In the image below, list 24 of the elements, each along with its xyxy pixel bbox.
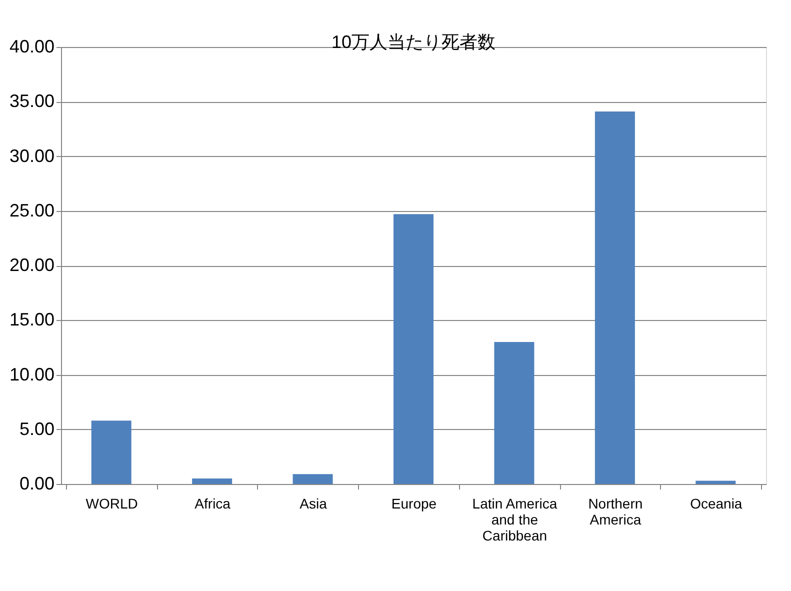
x-tick-label: Oceania (690, 496, 742, 512)
y-tick-label: 20.00 (9, 255, 54, 275)
bar (594, 111, 635, 484)
y-tick-label: 35.00 (9, 91, 54, 112)
chart-title: 10万人当たり死者数 (331, 32, 496, 52)
bar (494, 342, 534, 484)
y-tick-label: 15.00 (9, 310, 54, 330)
bar (394, 214, 434, 484)
y-tick-label: 30.00 (9, 146, 54, 166)
x-tick-label: Latin America and the Caribbean (472, 496, 558, 544)
y-tick-label: 5.00 (19, 418, 54, 439)
x-tick-label: Europe (391, 496, 437, 512)
y-tick-label: 10.00 (9, 364, 54, 384)
x-tick-label: WORLD (86, 496, 138, 512)
bar (91, 420, 132, 484)
x-tick-label: Northern America (588, 496, 643, 528)
bar (192, 478, 232, 484)
x-tick-label: Africa (194, 496, 231, 512)
y-tick-label: 0.00 (19, 474, 54, 494)
y-tick-label: 25.00 (9, 200, 54, 220)
x-tick-label: Asia (300, 496, 328, 512)
y-tick-label: 40.00 (9, 36, 54, 56)
bar (292, 474, 333, 484)
bar (696, 480, 736, 484)
